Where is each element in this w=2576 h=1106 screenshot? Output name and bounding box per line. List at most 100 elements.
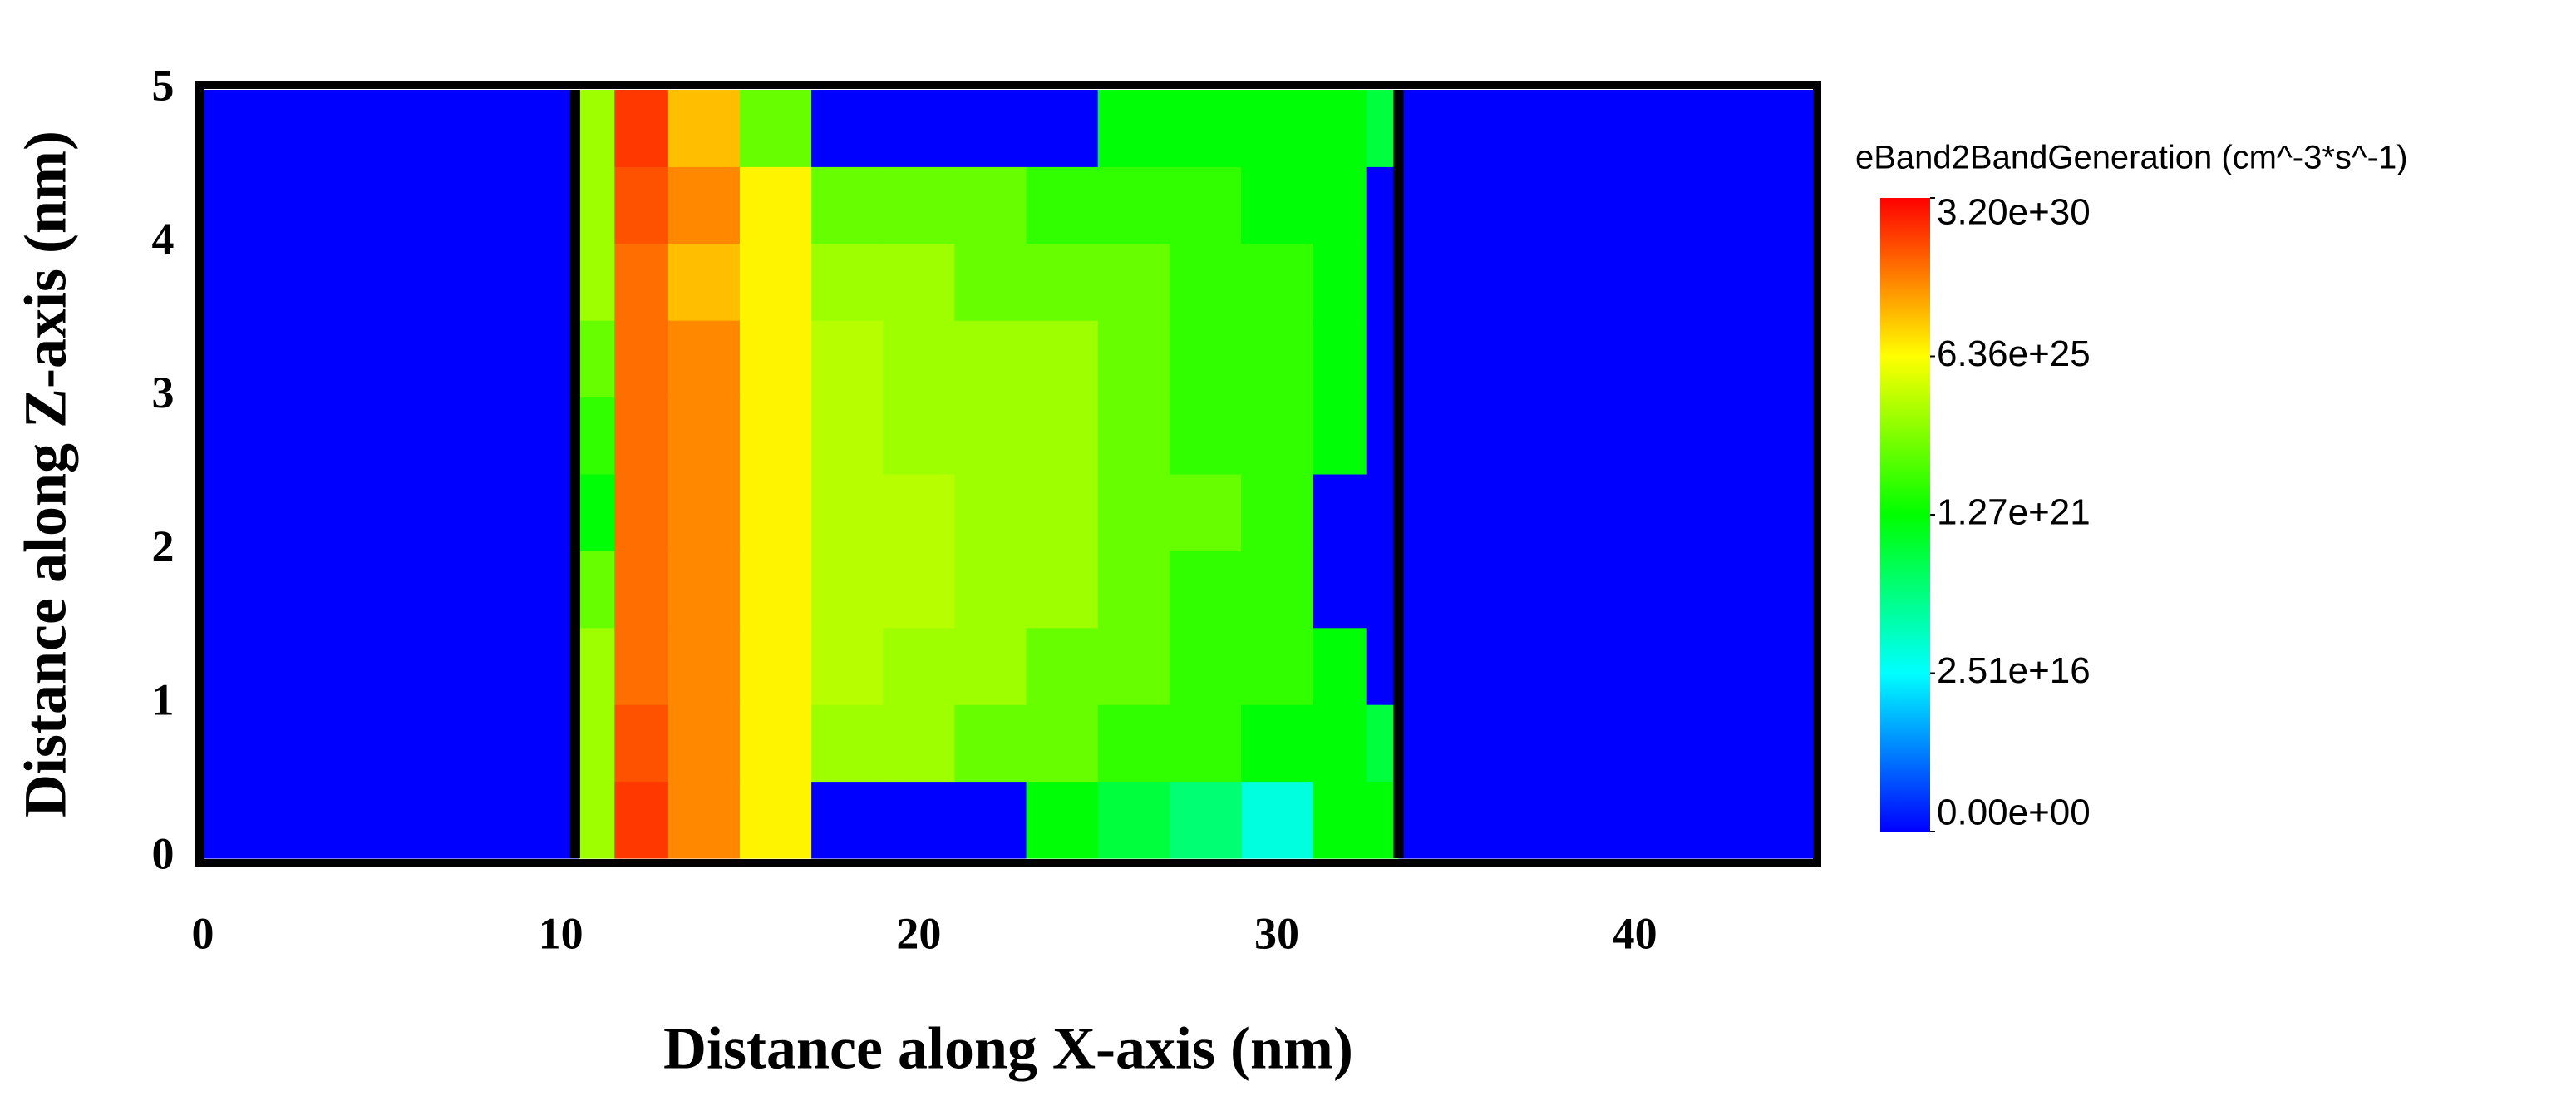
heatmap-cell bbox=[1026, 627, 1099, 705]
heatmap-cell bbox=[1240, 551, 1313, 629]
heatmap-cell bbox=[740, 397, 812, 475]
heatmap-cell bbox=[1026, 397, 1099, 475]
y-tick-label: 1 bbox=[152, 675, 175, 725]
heatmap-cell bbox=[883, 90, 955, 167]
heatmap-cell bbox=[1313, 166, 1367, 244]
heatmap-cell bbox=[579, 90, 615, 167]
heatmap-cell bbox=[1026, 474, 1099, 551]
heatmap-cell bbox=[954, 166, 1027, 244]
heatmap-cell bbox=[1240, 320, 1313, 398]
heatmap-cell bbox=[667, 243, 741, 321]
heatmap-cell bbox=[1366, 166, 1399, 244]
heatmap-cell bbox=[1366, 397, 1399, 475]
heatmap-cell bbox=[740, 551, 812, 629]
x-tick-label: 10 bbox=[539, 908, 584, 958]
heatmap-cell bbox=[203, 474, 579, 551]
heatmap-cell bbox=[614, 90, 669, 167]
heatmap-cell bbox=[1240, 397, 1313, 475]
heatmap-cell bbox=[811, 243, 884, 321]
heatmap-cell bbox=[954, 551, 1027, 629]
heatmap-cell bbox=[1026, 781, 1099, 859]
heatmap-cell bbox=[667, 781, 741, 859]
heatmap-cell bbox=[811, 90, 884, 167]
heatmap-cell bbox=[1097, 90, 1170, 167]
heatmap-cell bbox=[1240, 166, 1313, 244]
heatmap-cell bbox=[954, 397, 1027, 475]
heatmap-cell bbox=[1169, 397, 1242, 475]
heatmap-cell bbox=[1398, 627, 1815, 705]
heatmap-cell bbox=[811, 704, 884, 783]
heatmap-cell bbox=[1366, 243, 1399, 321]
heatmap-cell bbox=[1398, 397, 1815, 475]
heatmap-cell bbox=[883, 320, 955, 398]
heatmap-cell bbox=[954, 90, 1027, 167]
heatmap-cell bbox=[883, 474, 955, 551]
heatmap-cell bbox=[740, 474, 812, 551]
heatmap-cell bbox=[203, 781, 579, 859]
heatmap-cell bbox=[1398, 704, 1815, 783]
heatmap-cell bbox=[667, 320, 741, 398]
heatmap-cell bbox=[1240, 243, 1313, 321]
heatmap-cell bbox=[203, 166, 579, 244]
heatmap-cell bbox=[883, 551, 955, 629]
heatmap-cell bbox=[1169, 90, 1242, 167]
heatmap-cell bbox=[740, 781, 812, 859]
heatmap-cell bbox=[1240, 474, 1313, 551]
heatmap-cell bbox=[740, 166, 812, 244]
heatmap-cell bbox=[883, 397, 955, 475]
heatmap-cell bbox=[1313, 551, 1367, 629]
heatmap-cell bbox=[667, 90, 741, 167]
heatmap-cell bbox=[579, 781, 615, 859]
heatmap-cell bbox=[811, 474, 884, 551]
heatmap-cell bbox=[1169, 320, 1242, 398]
heatmap-cell bbox=[1366, 704, 1399, 783]
heatmap-cell bbox=[1097, 243, 1170, 321]
heatmap-cell bbox=[1398, 551, 1815, 629]
heatmap-cell bbox=[740, 243, 812, 321]
heatmap-cell bbox=[1026, 166, 1099, 244]
heatmap-cell bbox=[1313, 627, 1367, 705]
heatmap-cell bbox=[614, 474, 669, 551]
colorbar-tick-label: 1.27e+21 bbox=[1937, 492, 2091, 533]
heatmap-cell bbox=[579, 474, 615, 551]
heatmap-cell bbox=[1026, 90, 1099, 167]
heatmap-cell bbox=[203, 397, 579, 475]
heatmap-cell bbox=[667, 627, 741, 705]
heatmap-cell bbox=[811, 397, 884, 475]
heatmap-cell bbox=[1169, 166, 1242, 244]
heatmap-cell bbox=[1097, 627, 1170, 705]
heatmap-cell bbox=[1398, 781, 1815, 859]
heatmap-cell bbox=[614, 320, 669, 398]
heatmap-cell bbox=[883, 166, 955, 244]
x-tick-label: 40 bbox=[1613, 908, 1657, 958]
colorbar-tick-label: 3.20e+30 bbox=[1937, 192, 2091, 233]
heatmap-cell bbox=[614, 243, 669, 321]
colorbar-tick-label: 2.51e+16 bbox=[1937, 650, 2091, 691]
heatmap-cell bbox=[1240, 704, 1313, 783]
plot-frame bbox=[195, 81, 1821, 867]
y-axis-title: Distance along Z-axis (nm) bbox=[12, 131, 79, 817]
heatmap-cell bbox=[203, 90, 579, 167]
heatmap-cell bbox=[203, 320, 579, 398]
heatmap-cell bbox=[1366, 627, 1399, 705]
heatmap-cell bbox=[667, 397, 741, 475]
heatmap-cell bbox=[667, 704, 741, 783]
heatmap-cell bbox=[811, 551, 884, 629]
heatmap-cell bbox=[1026, 551, 1099, 629]
heatmap-cell bbox=[1398, 90, 1815, 167]
heatmap-cell bbox=[740, 704, 812, 783]
heatmap-cell bbox=[1313, 320, 1367, 398]
y-tick-label: 0 bbox=[152, 828, 175, 878]
heatmap-cell bbox=[954, 627, 1027, 705]
heatmap-cell bbox=[203, 704, 579, 783]
heatmap-cell bbox=[579, 704, 615, 783]
heatmap-cell bbox=[954, 704, 1027, 783]
heatmap-cell bbox=[579, 243, 615, 321]
y-tick-label: 5 bbox=[152, 60, 175, 110]
heatmap-cell bbox=[1097, 781, 1170, 859]
heatmap-cell bbox=[1240, 781, 1313, 859]
heatmap-cell bbox=[1026, 704, 1099, 783]
heatmap-cell bbox=[1398, 243, 1815, 321]
